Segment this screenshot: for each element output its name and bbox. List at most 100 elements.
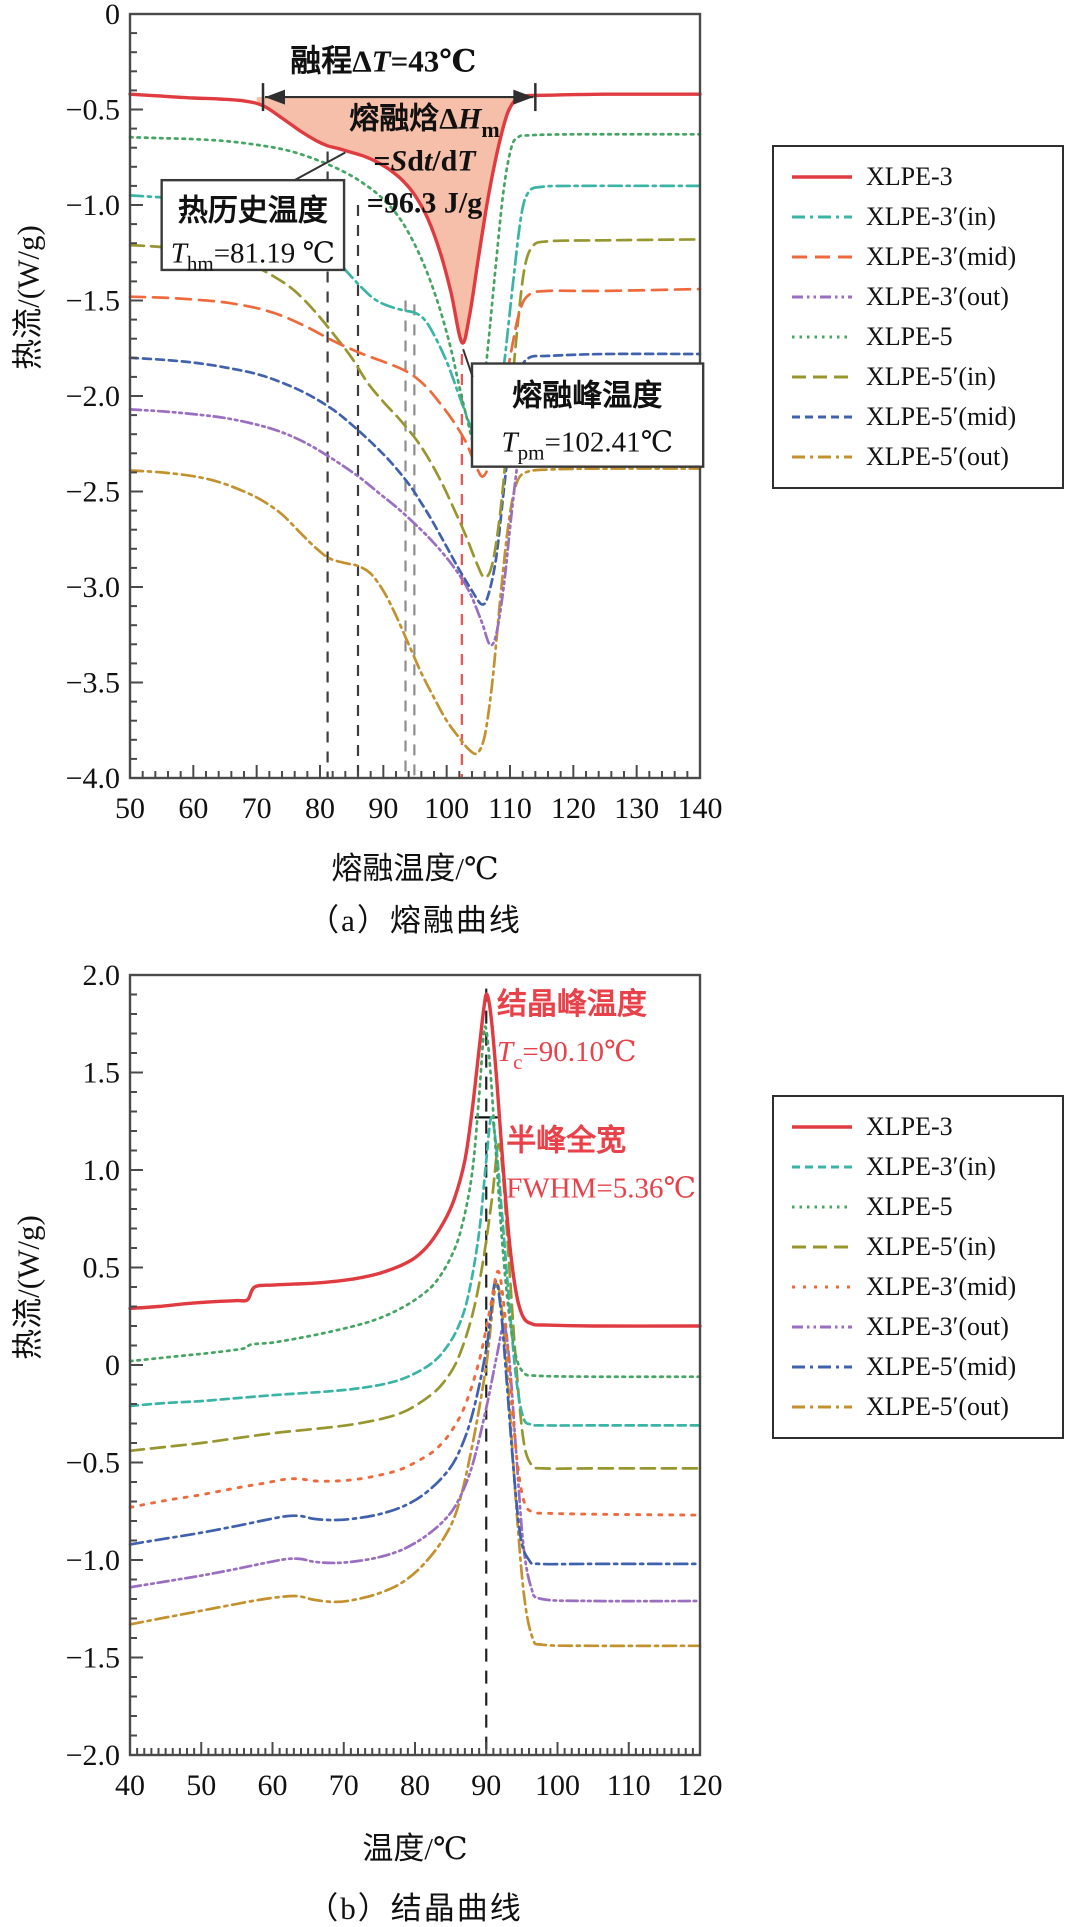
annotation-text: 熔融焓ΔHm <box>349 102 499 142</box>
series-curve-XLPE-3′(in) <box>128 1115 702 1427</box>
series-curve-XLPE-5′(out) <box>128 1282 702 1648</box>
x-tick-label: 90 <box>471 1769 501 1802</box>
legend-swatch <box>792 1245 852 1249</box>
legend-label: XLPE-5′(in) <box>866 362 996 391</box>
y-tick-label: 0 <box>105 1349 120 1382</box>
range-arrow-head-right <box>513 89 534 105</box>
y-tick-label: 0.5 <box>83 1252 121 1285</box>
legend-item: XLPE-5′(in) <box>790 357 1062 397</box>
legend-label: XLPE-3 <box>866 1112 953 1141</box>
legend-swatch <box>792 215 852 219</box>
series-curve-XLPE-5′(mid) <box>128 1280 702 1566</box>
y-tick-label: −3.0 <box>66 571 120 604</box>
melting-caption: （a）熔融曲线 <box>308 903 522 938</box>
melting-chart: 50 60 70 80 90 100 110 120 130 140 −4.0 −3.5 −3.0 −2.… <box>66 0 723 825</box>
x-tick-label: 70 <box>242 792 272 825</box>
x-tick-label: 60 <box>178 792 208 825</box>
y-tick-label: −2.0 <box>66 1739 120 1772</box>
leader-line <box>462 348 474 378</box>
y-tick-label: −1.5 <box>66 285 120 318</box>
legend-label: XLPE-5′(mid) <box>866 1352 1017 1381</box>
annotation-text: =96.3 J/g <box>367 187 482 220</box>
x-tick-label: 120 <box>678 1769 723 1802</box>
legend-swatch <box>792 415 852 419</box>
annotation-text: 半峰全宽 <box>506 1124 626 1158</box>
x-tick-label: 130 <box>614 792 659 825</box>
melting-y-axis-label: 热流/(W/g) <box>10 225 46 370</box>
series-curve-XLPE-3 <box>128 992 702 1328</box>
x-tick-label: 90 <box>368 792 398 825</box>
legend-item: XLPE-3′(mid) <box>790 1267 1062 1307</box>
legend-item: XLPE-3 <box>790 1107 1062 1147</box>
series-curve-XLPE-3′(out) <box>128 1324 702 1603</box>
legend-swatch <box>792 1205 852 1209</box>
legend-label: XLPE-3′(out) <box>866 1312 1009 1341</box>
legend-item: XLPE-5′(out) <box>790 437 1062 477</box>
legend-item: XLPE-5 <box>790 1187 1062 1227</box>
legend-label: XLPE-3′(out) <box>866 282 1009 311</box>
y-tick-label: 1.5 <box>83 1057 121 1090</box>
legend-label: XLPE-3′(mid) <box>866 1272 1017 1301</box>
x-tick-label: 80 <box>305 792 335 825</box>
legend-swatch <box>792 1325 852 1329</box>
leader-line <box>294 151 346 182</box>
plot-frame <box>128 973 702 1757</box>
y-tick-label: −1.0 <box>66 189 120 222</box>
y-tick-label: −1.5 <box>66 1642 120 1675</box>
crystallization-y-axis-label: 热流/(W/g) <box>10 1215 46 1360</box>
y-tick-label: −2.0 <box>66 380 120 413</box>
melting-x-axis-label: 熔融温度/℃ <box>331 851 499 886</box>
legend-label: XLPE-5′(out) <box>866 442 1009 471</box>
legend-label: XLPE-3′(in) <box>866 202 996 231</box>
series-curve-XLPE-5 <box>128 1025 702 1379</box>
series-curve-XLPE-5 <box>128 132 702 444</box>
legend-swatch <box>792 335 852 339</box>
y-tick-label: 1.0 <box>83 1154 121 1187</box>
y-tick-label: −0.5 <box>66 94 120 127</box>
series-curve-XLPE-5′(in) <box>128 1143 702 1471</box>
legend-item: XLPE-5 <box>790 317 1062 357</box>
x-tick-label: 70 <box>329 1769 359 1802</box>
annotation-text: =Sdt/dT <box>373 145 477 178</box>
legend-swatch <box>792 1405 852 1409</box>
legend-label: XLPE-3′(mid) <box>866 242 1017 271</box>
crystallization-legend: XLPE-3 XLPE-3′(in) XLPE-5 XLPE-5′(in) XLPE-3… <box>772 1095 1064 1439</box>
y-tick-label: 2.0 <box>83 959 121 992</box>
x-tick-label: 100 <box>424 792 469 825</box>
x-tick-label: 40 <box>115 1769 145 1802</box>
legend-item: XLPE-5′(out) <box>790 1387 1062 1427</box>
legend-item: XLPE-5′(mid) <box>790 397 1062 437</box>
crystallization-chart: 40 50 60 70 80 90 100 110 120 −2.0 −1.5 −1.0 −0.5 0 0.… <box>66 959 723 1802</box>
y-tick-label: −1.0 <box>66 1544 120 1577</box>
crystallization-caption: （b）结晶曲线 <box>307 1891 523 1926</box>
legend-swatch <box>792 175 852 179</box>
legend-label: XLPE-3 <box>866 162 953 191</box>
annotation-text: Tc=90.10℃ <box>497 1036 637 1074</box>
series-curve-XLPE-3′(mid) <box>128 287 702 478</box>
legend-item: XLPE-3′(in) <box>790 1147 1062 1187</box>
x-tick-label: 80 <box>400 1769 430 1802</box>
series-curve-XLPE-3′(mid) <box>128 1269 702 1517</box>
melt-enthalpy-area <box>256 95 536 344</box>
legend-swatch <box>792 375 852 379</box>
series-curve-XLPE-5′(out) <box>128 467 702 756</box>
x-tick-label: 50 <box>186 1769 216 1802</box>
legend-item: XLPE-3′(out) <box>790 1307 1062 1347</box>
annotation-text: Tpm=102.41℃ <box>502 426 674 464</box>
annotation-text: FWHM=5.36℃ <box>506 1172 696 1204</box>
legend-label: XLPE-5′(in) <box>866 1232 996 1261</box>
legend-item: XLPE-3′(in) <box>790 197 1062 237</box>
legend-label: XLPE-5 <box>866 322 953 351</box>
x-tick-label: 120 <box>551 792 596 825</box>
legend-label: XLPE-3′(in) <box>866 1152 996 1181</box>
y-tick-label: −0.5 <box>66 1447 120 1480</box>
legend-item: XLPE-3′(out) <box>790 277 1062 317</box>
legend-item: XLPE-3 <box>790 157 1062 197</box>
legend-swatch <box>792 1285 852 1289</box>
legend-swatch <box>792 1365 852 1369</box>
x-tick-label: 110 <box>607 1769 651 1802</box>
x-tick-label: 140 <box>678 792 723 825</box>
callout-box <box>160 178 346 272</box>
x-tick-label: 60 <box>258 1769 288 1802</box>
